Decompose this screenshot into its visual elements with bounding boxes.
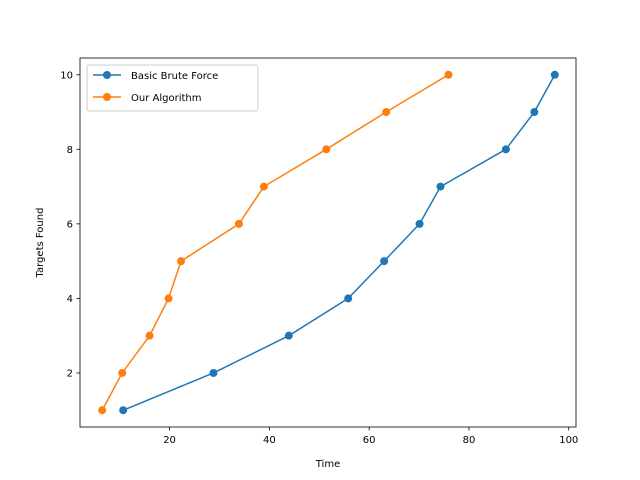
x-tick-label: 80 bbox=[463, 435, 476, 446]
y-tick-label: 8 bbox=[67, 145, 73, 156]
data-point-basic-brute-force bbox=[209, 368, 218, 377]
x-axis-ticks: 20 40 60 80 100 bbox=[163, 427, 578, 446]
y-axis-label: Targets Found bbox=[35, 208, 46, 279]
data-point-basic-brute-force bbox=[344, 294, 353, 303]
data-point-our-algorithm bbox=[98, 406, 107, 415]
axes-frame bbox=[79, 57, 577, 428]
data-point-basic-brute-force bbox=[415, 219, 424, 228]
y-tick-label: 10 bbox=[60, 70, 73, 81]
series-line-basic-brute-force bbox=[122, 74, 556, 411]
legend-box bbox=[86, 64, 259, 112]
y-axis-ticks: 2 4 6 8 10 bbox=[60, 70, 80, 379]
data-point-our-algorithm bbox=[118, 368, 127, 377]
data-point-basic-brute-force bbox=[530, 108, 539, 117]
data-point-our-algorithm bbox=[382, 108, 391, 117]
data-point-our-algorithm bbox=[164, 294, 173, 303]
legend-label: Our Algorithm bbox=[131, 93, 201, 104]
legend-marker bbox=[103, 93, 111, 101]
data-point-basic-brute-force bbox=[119, 406, 128, 415]
x-tick-label: 20 bbox=[163, 435, 176, 446]
data-point-basic-brute-force bbox=[436, 182, 445, 191]
data-point-basic-brute-force bbox=[501, 145, 510, 154]
data-point-our-algorithm bbox=[234, 219, 243, 228]
data-point-our-algorithm bbox=[145, 331, 154, 340]
data-point-our-algorithm bbox=[322, 145, 331, 154]
data-point-basic-brute-force bbox=[550, 70, 559, 79]
legend: Basic Brute Force Our Algorithm bbox=[86, 64, 259, 112]
data-point-our-algorithm bbox=[259, 182, 268, 191]
y-tick-label: 4 bbox=[67, 294, 73, 305]
series-line-our-algorithm bbox=[101, 74, 449, 411]
legend-label: Basic Brute Force bbox=[131, 71, 218, 82]
data-point-basic-brute-force bbox=[284, 331, 293, 340]
y-tick-label: 2 bbox=[67, 368, 73, 379]
legend-marker bbox=[103, 71, 111, 79]
x-axis-label: Time bbox=[315, 459, 340, 470]
x-tick-label: 40 bbox=[263, 435, 276, 446]
x-tick-label: 60 bbox=[363, 435, 376, 446]
data-point-basic-brute-force bbox=[380, 257, 389, 266]
x-tick-label: 100 bbox=[559, 435, 578, 446]
y-tick-label: 6 bbox=[67, 219, 73, 230]
data-point-our-algorithm bbox=[444, 70, 453, 79]
plot-marks bbox=[98, 70, 559, 415]
data-point-our-algorithm bbox=[177, 257, 186, 266]
